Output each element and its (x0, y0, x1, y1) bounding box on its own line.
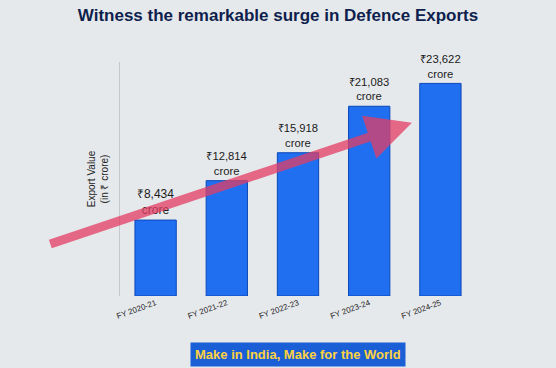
svg-text:FY 2023-24: FY 2023-24 (329, 298, 372, 321)
svg-text:FY 2020-21: FY 2020-21 (115, 298, 158, 321)
svg-text:₹15,918crore: ₹15,918crore (278, 122, 318, 149)
svg-text:Witness the remarkable surge i: Witness the remarkable surge in Defence … (78, 6, 478, 25)
svg-text:Export Value(in ₹ crore): Export Value(in ₹ crore) (86, 150, 110, 207)
svg-text:₹8,434crore: ₹8,434crore (137, 187, 174, 217)
svg-text:Make in India, Make for the Wo: Make in India, Make for the World (195, 347, 401, 362)
svg-text:FY 2024-25: FY 2024-25 (400, 298, 443, 321)
svg-text:₹21,083crore: ₹21,083crore (349, 76, 389, 103)
svg-text:₹12,814crore: ₹12,814crore (206, 150, 246, 177)
svg-text:FY 2022-23: FY 2022-23 (258, 298, 301, 321)
svg-text:FY 2021-22: FY 2021-22 (187, 298, 230, 321)
svg-text:₹23,622crore: ₹23,622crore (420, 53, 461, 80)
